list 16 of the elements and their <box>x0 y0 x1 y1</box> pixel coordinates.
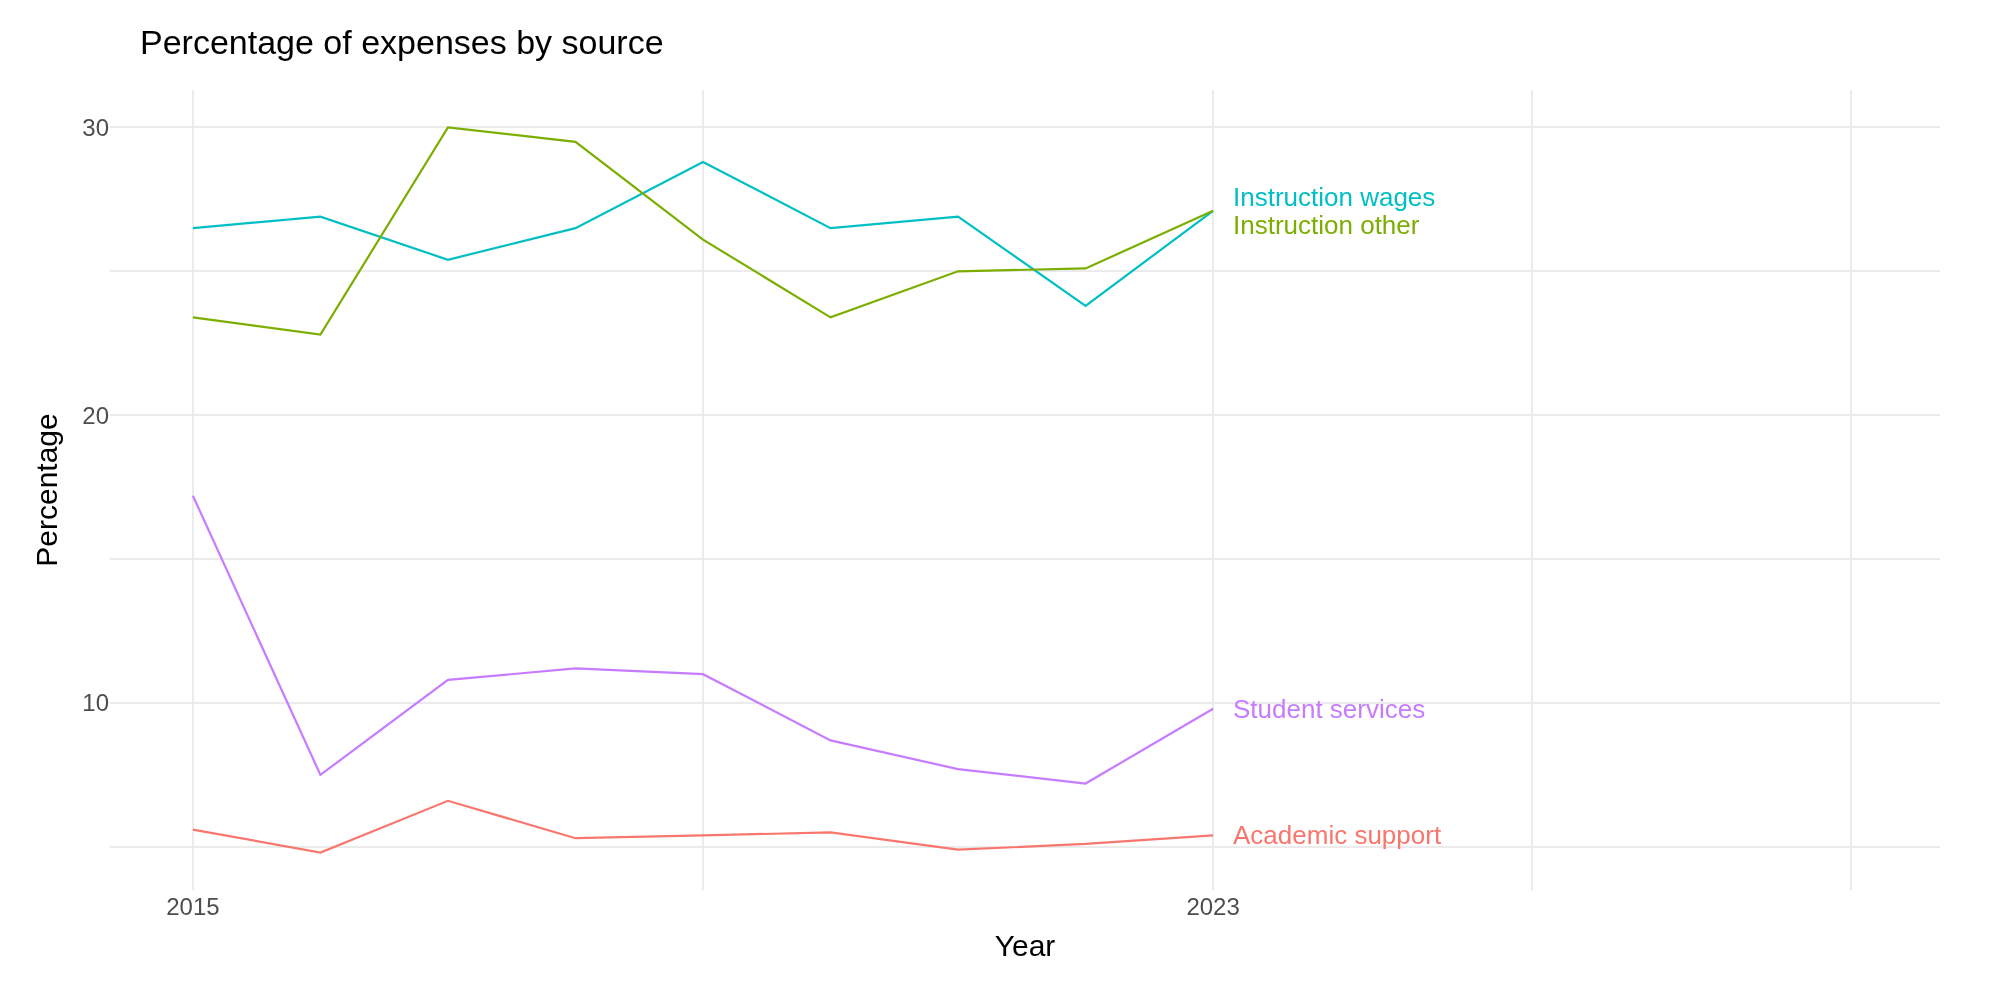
x-tick-label: 2023 <box>1186 893 1240 920</box>
line-series <box>191 160 1215 307</box>
line-series <box>191 799 1215 854</box>
line-series <box>191 126 1215 336</box>
series-label: Academic support <box>1233 820 1442 850</box>
series-label: Student services <box>1233 694 1426 724</box>
y-tick-label: 20 <box>82 401 109 429</box>
line-series <box>191 494 1215 785</box>
x-tick-label: 2015 <box>166 893 220 920</box>
y-axis-title: Percentage <box>30 413 64 567</box>
series-label: Instruction other <box>1233 210 1420 240</box>
chart-title: Percentage of expenses by source <box>140 22 664 61</box>
y-tick-label: 10 <box>82 689 109 717</box>
series-label: Instruction wages <box>1233 182 1436 212</box>
x-axis-title: Year <box>994 928 1056 962</box>
y-tick-label: 30 <box>82 113 109 141</box>
